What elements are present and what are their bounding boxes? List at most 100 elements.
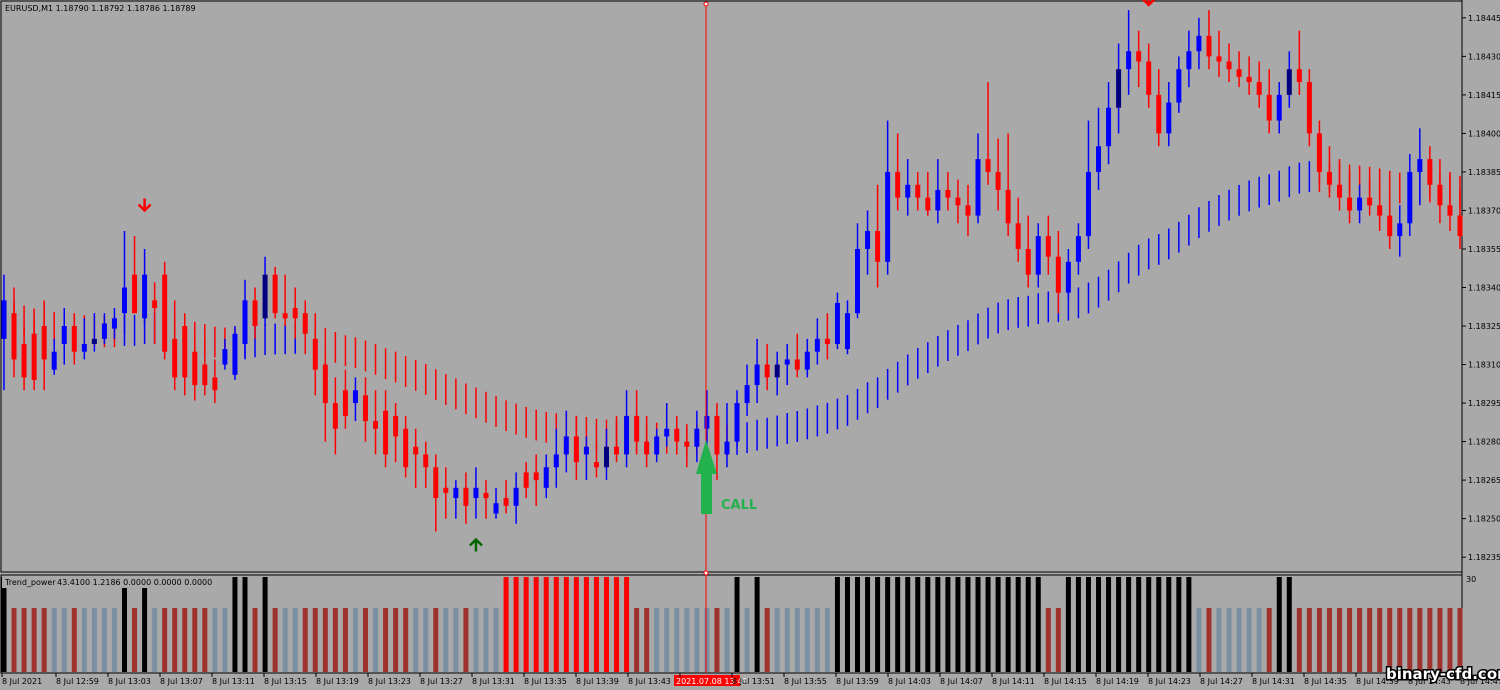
- histogram-bar: [272, 608, 278, 672]
- candle-body: [1096, 146, 1102, 172]
- candle-body: [844, 313, 850, 350]
- time-label: 8 Jul 14:27: [1200, 677, 1243, 686]
- histogram-bar: [1347, 608, 1353, 672]
- candle-body: [1286, 69, 1292, 95]
- histogram-bar: [694, 608, 700, 672]
- candle-body: [784, 359, 790, 365]
- candle-body: [925, 197, 931, 211]
- price-label: 1.18295: [1468, 399, 1500, 408]
- candle-body: [855, 248, 861, 314]
- candle-body: [614, 446, 620, 455]
- histogram-bar: [81, 608, 87, 672]
- candle-body: [1316, 133, 1322, 172]
- candle-body: [774, 364, 780, 378]
- candle-body: [543, 467, 549, 488]
- histogram-bar: [503, 577, 509, 672]
- histogram-bar: [1116, 577, 1122, 672]
- candle-body: [684, 441, 690, 447]
- candle-body: [322, 364, 328, 404]
- histogram-bar: [1196, 608, 1202, 672]
- histogram-bar: [634, 608, 640, 672]
- candle-body: [1146, 61, 1152, 95]
- histogram-bar: [121, 577, 127, 672]
- sell-arrow-icon: [137, 198, 152, 213]
- time-label: 8 Jul 14:11: [992, 677, 1035, 686]
- call-label: CALL: [721, 498, 757, 513]
- candle-body: [824, 338, 830, 344]
- candle-body: [31, 333, 37, 380]
- candle-body: [664, 428, 670, 437]
- histogram-bar: [824, 608, 830, 672]
- time-label: 8 Jul 13:59: [836, 677, 879, 686]
- histogram-bar: [654, 608, 660, 672]
- histogram-bar: [925, 577, 931, 672]
- candle-body: [1136, 51, 1142, 62]
- candle-body: [1005, 189, 1011, 224]
- candle-body: [463, 487, 469, 506]
- histogram-bar: [684, 608, 690, 672]
- time-label-current: 2021.07.08 13:49: [676, 677, 747, 686]
- candle-body: [593, 462, 599, 468]
- candle-body: [132, 274, 138, 314]
- candle-body: [1126, 51, 1132, 70]
- histogram-bar: [935, 577, 941, 672]
- histogram-bar: [393, 608, 399, 672]
- candle-body: [71, 326, 77, 352]
- candle-body: [312, 338, 318, 370]
- candle-body: [1075, 236, 1081, 262]
- histogram-bar: [855, 577, 861, 672]
- candle-body: [423, 454, 429, 468]
- histogram-bar: [61, 608, 67, 672]
- candle-body: [1176, 69, 1182, 103]
- candle-body: [875, 231, 881, 262]
- candle-body: [1457, 215, 1463, 237]
- candle-body: [995, 171, 1001, 190]
- candle-body: [1085, 171, 1091, 237]
- candle-body: [443, 487, 449, 493]
- histogram-bar: [1096, 577, 1102, 672]
- histogram-bar: [1407, 608, 1413, 672]
- histogram-bar: [614, 577, 620, 672]
- histogram-bar: [51, 608, 57, 672]
- trend-power-histogram: [1, 577, 1463, 672]
- time-label: 8 Jul 14:39: [1356, 677, 1399, 686]
- price-label: 1.18385: [1468, 168, 1500, 177]
- candle-body: [1216, 56, 1222, 62]
- time-label: 8 Jul 13:31: [472, 677, 515, 686]
- price-label: 1.18370: [1468, 206, 1500, 215]
- histogram-bar: [674, 608, 680, 672]
- candle-body: [483, 492, 489, 499]
- sell-arrow-head: [137, 203, 152, 213]
- histogram-bar: [1447, 608, 1453, 672]
- histogram-bar: [1186, 577, 1192, 672]
- histogram-bar: [573, 577, 579, 672]
- histogram-bar: [1045, 608, 1051, 672]
- candle-body: [1055, 256, 1061, 293]
- candle-body: [453, 487, 459, 499]
- candle-body: [734, 403, 740, 442]
- histogram-bar: [1236, 608, 1242, 672]
- histogram-bar: [844, 577, 850, 672]
- signal-line-handle[interactable]: [703, 1, 709, 7]
- candle-body: [1156, 94, 1162, 134]
- price-label: 1.18235: [1468, 553, 1500, 562]
- time-label: 8 Jul 14:03: [888, 677, 931, 686]
- price-label: 1.18445: [1468, 14, 1500, 23]
- histogram-bar: [1156, 577, 1162, 672]
- candle-body: [583, 446, 589, 455]
- histogram-bar: [31, 608, 37, 672]
- candle-body: [473, 487, 479, 499]
- candle-body: [142, 274, 148, 319]
- time-label: 8 Jul 14:35: [1304, 677, 1347, 686]
- time-label: 8 Jul 13:03: [108, 677, 151, 686]
- histogram-bar: [1276, 577, 1282, 672]
- histogram-bar: [704, 608, 710, 672]
- histogram-bar: [212, 608, 218, 672]
- candle-body: [222, 349, 228, 365]
- sell-arrow-icon: [1141, 0, 1156, 7]
- signal-line-handle-bottom[interactable]: [703, 570, 709, 576]
- time-label: 8 Jul 13:51: [732, 677, 775, 686]
- candle-body: [1357, 197, 1363, 211]
- candle-body: [1296, 69, 1302, 83]
